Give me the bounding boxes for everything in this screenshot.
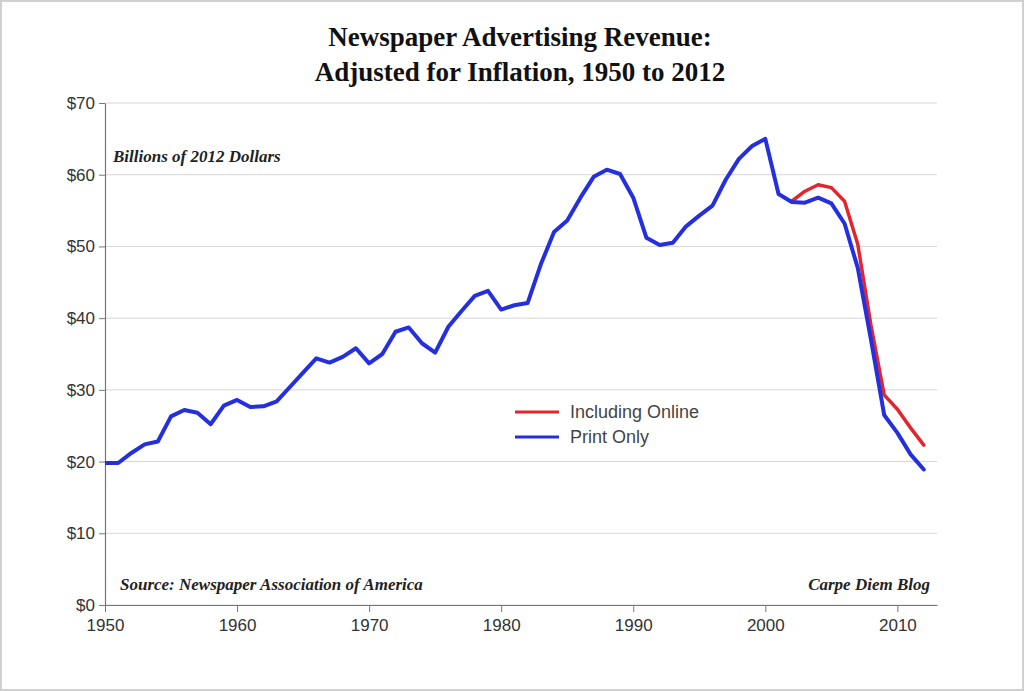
grid-line [105,246,937,247]
grid-line [105,533,937,534]
grid-line [105,461,937,462]
y-tick: $10 [67,524,105,543]
series-line [105,139,924,470]
y-tick-mark [99,318,105,319]
plot-area [105,139,924,470]
y-tick: $30 [67,381,105,400]
x-tick: 2010 [879,605,917,635]
x-tick-label: 1970 [351,616,389,635]
y-tick-mark [99,103,105,104]
grid-line [105,605,937,606]
title-line: Newspaper Advertising Revenue: [328,22,711,52]
y-tick-label: $70 [67,94,95,113]
grid-line [105,103,937,104]
x-tick-label: 2010 [879,616,917,635]
legend-label: Including Online [570,402,699,422]
x-axis-line [106,605,938,606]
y-tick-label: $20 [67,453,95,472]
x-tick: 1970 [351,605,389,635]
y-tick-label: $30 [67,381,95,400]
x-tick-mark [765,605,766,612]
grid-line [105,318,937,319]
x-tick: 1960 [219,605,257,635]
annotation: Source: Newspaper Association of America [120,575,423,594]
y-tick-label: $0 [76,596,95,615]
grid [105,103,937,605]
y-tick: $50 [67,237,105,256]
y-axis: $0 $10 $20 $30 $40 $50 $60 $70 [67,94,106,615]
y-tick-mark [99,175,105,176]
x-tick-mark [369,605,370,612]
y-tick-label: $50 [67,237,95,256]
legend-label: Print Only [570,427,649,447]
y-tick-mark [99,533,105,534]
x-tick-label: 1990 [615,616,653,635]
x-axis: 1950 1960 1970 1980 1990 2000 2010 [87,605,938,635]
title-line: Adjusted for Inflation, 1950 to 2012 [315,57,726,87]
y-tick-label: $40 [67,309,95,328]
y-tick: $40 [67,309,105,328]
x-tick-mark [237,605,238,612]
y-tick-label: $10 [67,524,95,543]
chart-svg: $0$10$20$30$40$50$60$7019501960197019801… [0,0,1024,691]
y-tick: $60 [67,166,105,185]
title: Newspaper Advertising Revenue: Adjusted f… [315,22,726,87]
y-tick-mark [99,246,105,247]
background [0,0,1024,691]
legend-swatch [515,411,559,414]
chart-container: $0$10$20$30$40$50$60$7019501960197019801… [0,0,1024,691]
x-tick-mark [105,605,106,612]
x-tick-mark [897,605,898,612]
series-line [792,185,924,445]
legend-swatch [515,436,559,439]
y-tick-mark [99,390,105,391]
grid-line [105,174,937,175]
x-tick: 1980 [483,605,521,635]
y-tick-mark [99,605,105,606]
y-tick-mark [99,462,105,463]
x-tick-mark [633,605,634,612]
x-tick: 1950 [87,605,125,635]
x-tick: 2000 [747,605,785,635]
subtitle: Billions of 2012 Dollars [112,147,281,166]
x-tick-label: 1980 [483,616,521,635]
x-tick-label: 1950 [87,616,125,635]
x-tick-mark [501,605,502,612]
y-tick: $70 [67,94,105,113]
annotation: Carpe Diem Blog [808,575,930,594]
x-tick: 1990 [615,605,653,635]
y-axis-line [105,104,106,606]
y-tick: $0 [76,596,105,615]
grid-line [105,389,937,390]
x-tick-label: 2000 [747,616,785,635]
x-tick-label: 1960 [219,616,257,635]
y-tick-label: $60 [67,166,95,185]
y-tick: $20 [67,453,105,472]
legend: Including Online Print Only [515,402,699,447]
